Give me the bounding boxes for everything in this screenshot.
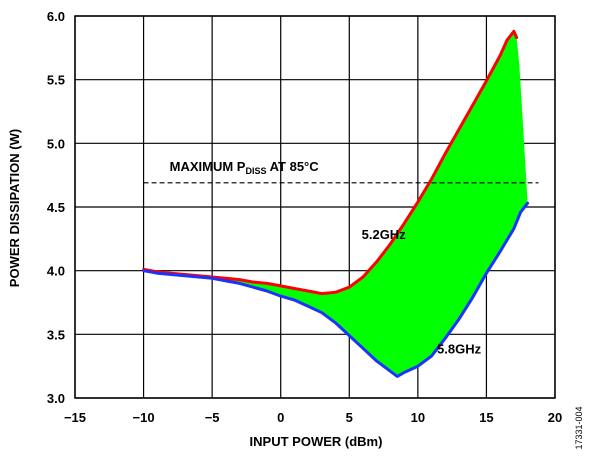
x-axis-title: INPUT POWER (dBm) [250, 434, 383, 449]
max-pdiss-label-subscript: DISS [245, 166, 266, 176]
figure-id: 17331-004 [574, 406, 584, 449]
series-line-5-8ghz [142, 201, 530, 378]
y-tick-label: 5.5 [47, 73, 65, 88]
x-tick-label: 10 [411, 410, 425, 425]
x-tick-label: −15 [64, 410, 86, 425]
x-tick-label: 15 [479, 410, 493, 425]
y-axis-title: POWER DISSIPATION (W) [7, 129, 22, 287]
x-tick-labels: −15 −10 −5 0 5 10 15 20 [64, 410, 562, 425]
frequency-band-fill [143, 31, 528, 377]
y-tick-label: 4.5 [47, 200, 65, 215]
max-pdiss-label-suffix: AT 85°C [266, 159, 319, 174]
y-tick-label: 5.0 [47, 136, 65, 151]
series-annotations: 5.2GHz 5.8GHz [362, 227, 482, 357]
plot-frame [74, 15, 556, 399]
max-pdiss-label: MAXIMUM PDISS AT 85°C [170, 159, 320, 176]
max-pdiss-label-main: MAXIMUM P [170, 159, 246, 174]
y-tick-label: 3.0 [47, 391, 65, 406]
y-tick-labels: 3.0 3.5 4.0 4.5 5.0 5.5 6.0 [47, 9, 65, 406]
y-tick-label: 4.0 [47, 264, 65, 279]
x-tick-label: −10 [133, 410, 155, 425]
series-annotation-5-8ghz: 5.8GHz [437, 341, 482, 356]
x-tick-label: −5 [205, 410, 220, 425]
x-tick-label: 5 [346, 410, 353, 425]
series-annotation-5-2ghz: 5.2GHz [362, 227, 407, 242]
series-group [142, 29, 530, 378]
y-tick-label: 6.0 [47, 9, 65, 24]
y-tick-label: 3.5 [47, 327, 65, 342]
x-tick-label: 20 [548, 410, 562, 425]
x-tick-label: 0 [277, 410, 284, 425]
